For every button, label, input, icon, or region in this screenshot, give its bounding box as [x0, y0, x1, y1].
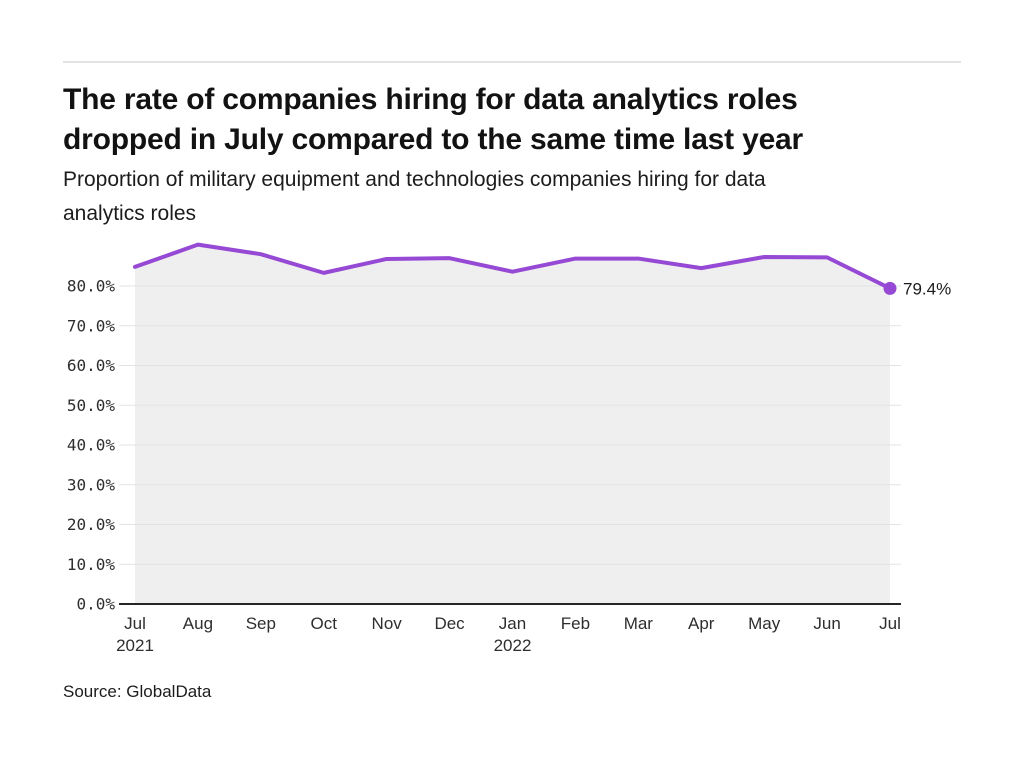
- series-line: [133, 242, 892, 291]
- x-tick-label: Jun: [813, 614, 840, 633]
- x-tick-label: Feb: [561, 614, 590, 633]
- y-tick-label: 0.0%: [76, 595, 115, 614]
- y-tick-label: 70.0%: [67, 316, 116, 335]
- series-area-fill: [135, 244, 890, 604]
- x-tick-year-label: 2021: [116, 636, 154, 655]
- y-tick-label: 50.0%: [67, 396, 116, 415]
- x-tick-label: Dec: [434, 614, 465, 633]
- y-tick-label: 60.0%: [67, 356, 116, 375]
- x-tick-label: Jan: [499, 614, 526, 633]
- x-tick-label: Apr: [688, 614, 715, 633]
- x-tick-label: Sep: [246, 614, 276, 633]
- x-tick-label: Nov: [372, 614, 403, 633]
- end-point-dot: [883, 281, 897, 295]
- x-tick-label: Oct: [311, 614, 338, 633]
- y-tick-label: 40.0%: [67, 436, 116, 455]
- end-point-value-label: 79.4%: [903, 279, 951, 298]
- chart-title: The rate of companies hiring for data an…: [63, 80, 973, 160]
- y-tick-label: 10.0%: [67, 555, 116, 574]
- y-tick-label: 30.0%: [67, 475, 116, 494]
- chart-title-line-1: The rate of companies hiring for data an…: [63, 83, 798, 116]
- top-divider: [63, 61, 961, 63]
- chart-subtitle-line-1: Proportion of military equipment and tec…: [63, 168, 766, 191]
- y-tick-label: 20.0%: [67, 515, 116, 534]
- x-tick-label: Aug: [183, 614, 213, 633]
- chart-title-line-2: dropped in July compared to the same tim…: [63, 123, 804, 156]
- x-tick-label: Jul: [124, 614, 146, 633]
- source-label: Source: GlobalData: [63, 682, 212, 701]
- y-tick-label: 80.0%: [67, 277, 116, 296]
- x-tick-label: Jul: [879, 614, 901, 633]
- chart-subtitle-line-2: analytics roles: [63, 202, 197, 225]
- x-tick-year-label: 2022: [494, 636, 532, 655]
- chart-subtitle: Proportion of military equipment and tec…: [63, 163, 973, 231]
- x-tick-label: May: [748, 614, 781, 633]
- x-tick-label: Mar: [624, 614, 654, 633]
